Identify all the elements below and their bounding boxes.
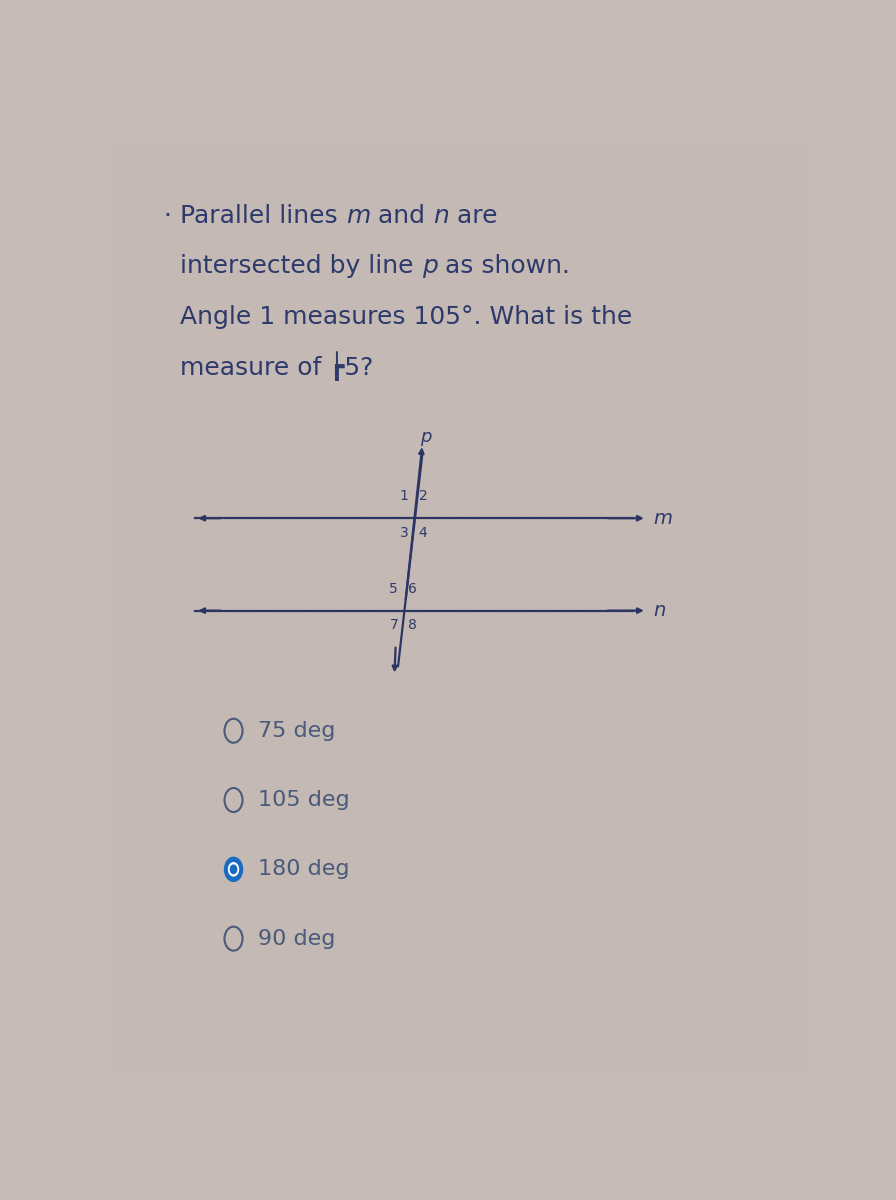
Text: · Parallel lines: · Parallel lines [164, 204, 346, 228]
Circle shape [228, 863, 238, 876]
Text: 4: 4 [418, 526, 427, 540]
Text: p: p [420, 428, 432, 446]
Text: n: n [654, 601, 666, 620]
Text: 180 deg: 180 deg [258, 859, 349, 880]
Text: are: are [449, 204, 497, 228]
Text: 3: 3 [400, 526, 409, 540]
Text: measure of ┢5?: measure of ┢5? [164, 352, 374, 382]
Text: 8: 8 [409, 618, 417, 632]
Text: 6: 6 [409, 582, 417, 596]
Text: Angle 1 measures 105°. What is the: Angle 1 measures 105°. What is the [164, 305, 633, 329]
Text: n: n [433, 204, 449, 228]
Text: 1: 1 [400, 490, 409, 504]
Text: intersected by line: intersected by line [164, 254, 422, 278]
Text: m: m [346, 204, 370, 228]
Text: 2: 2 [418, 490, 427, 504]
Text: 75 deg: 75 deg [258, 721, 335, 740]
Text: and: and [370, 204, 433, 228]
Text: 90 deg: 90 deg [258, 929, 335, 949]
Text: 5: 5 [390, 582, 398, 596]
Text: m: m [654, 509, 673, 528]
Text: 105 deg: 105 deg [258, 790, 349, 810]
Text: as shown.: as shown. [437, 254, 571, 278]
Text: p: p [422, 254, 437, 278]
Circle shape [230, 865, 237, 874]
Circle shape [225, 857, 243, 881]
Text: 7: 7 [390, 618, 398, 632]
